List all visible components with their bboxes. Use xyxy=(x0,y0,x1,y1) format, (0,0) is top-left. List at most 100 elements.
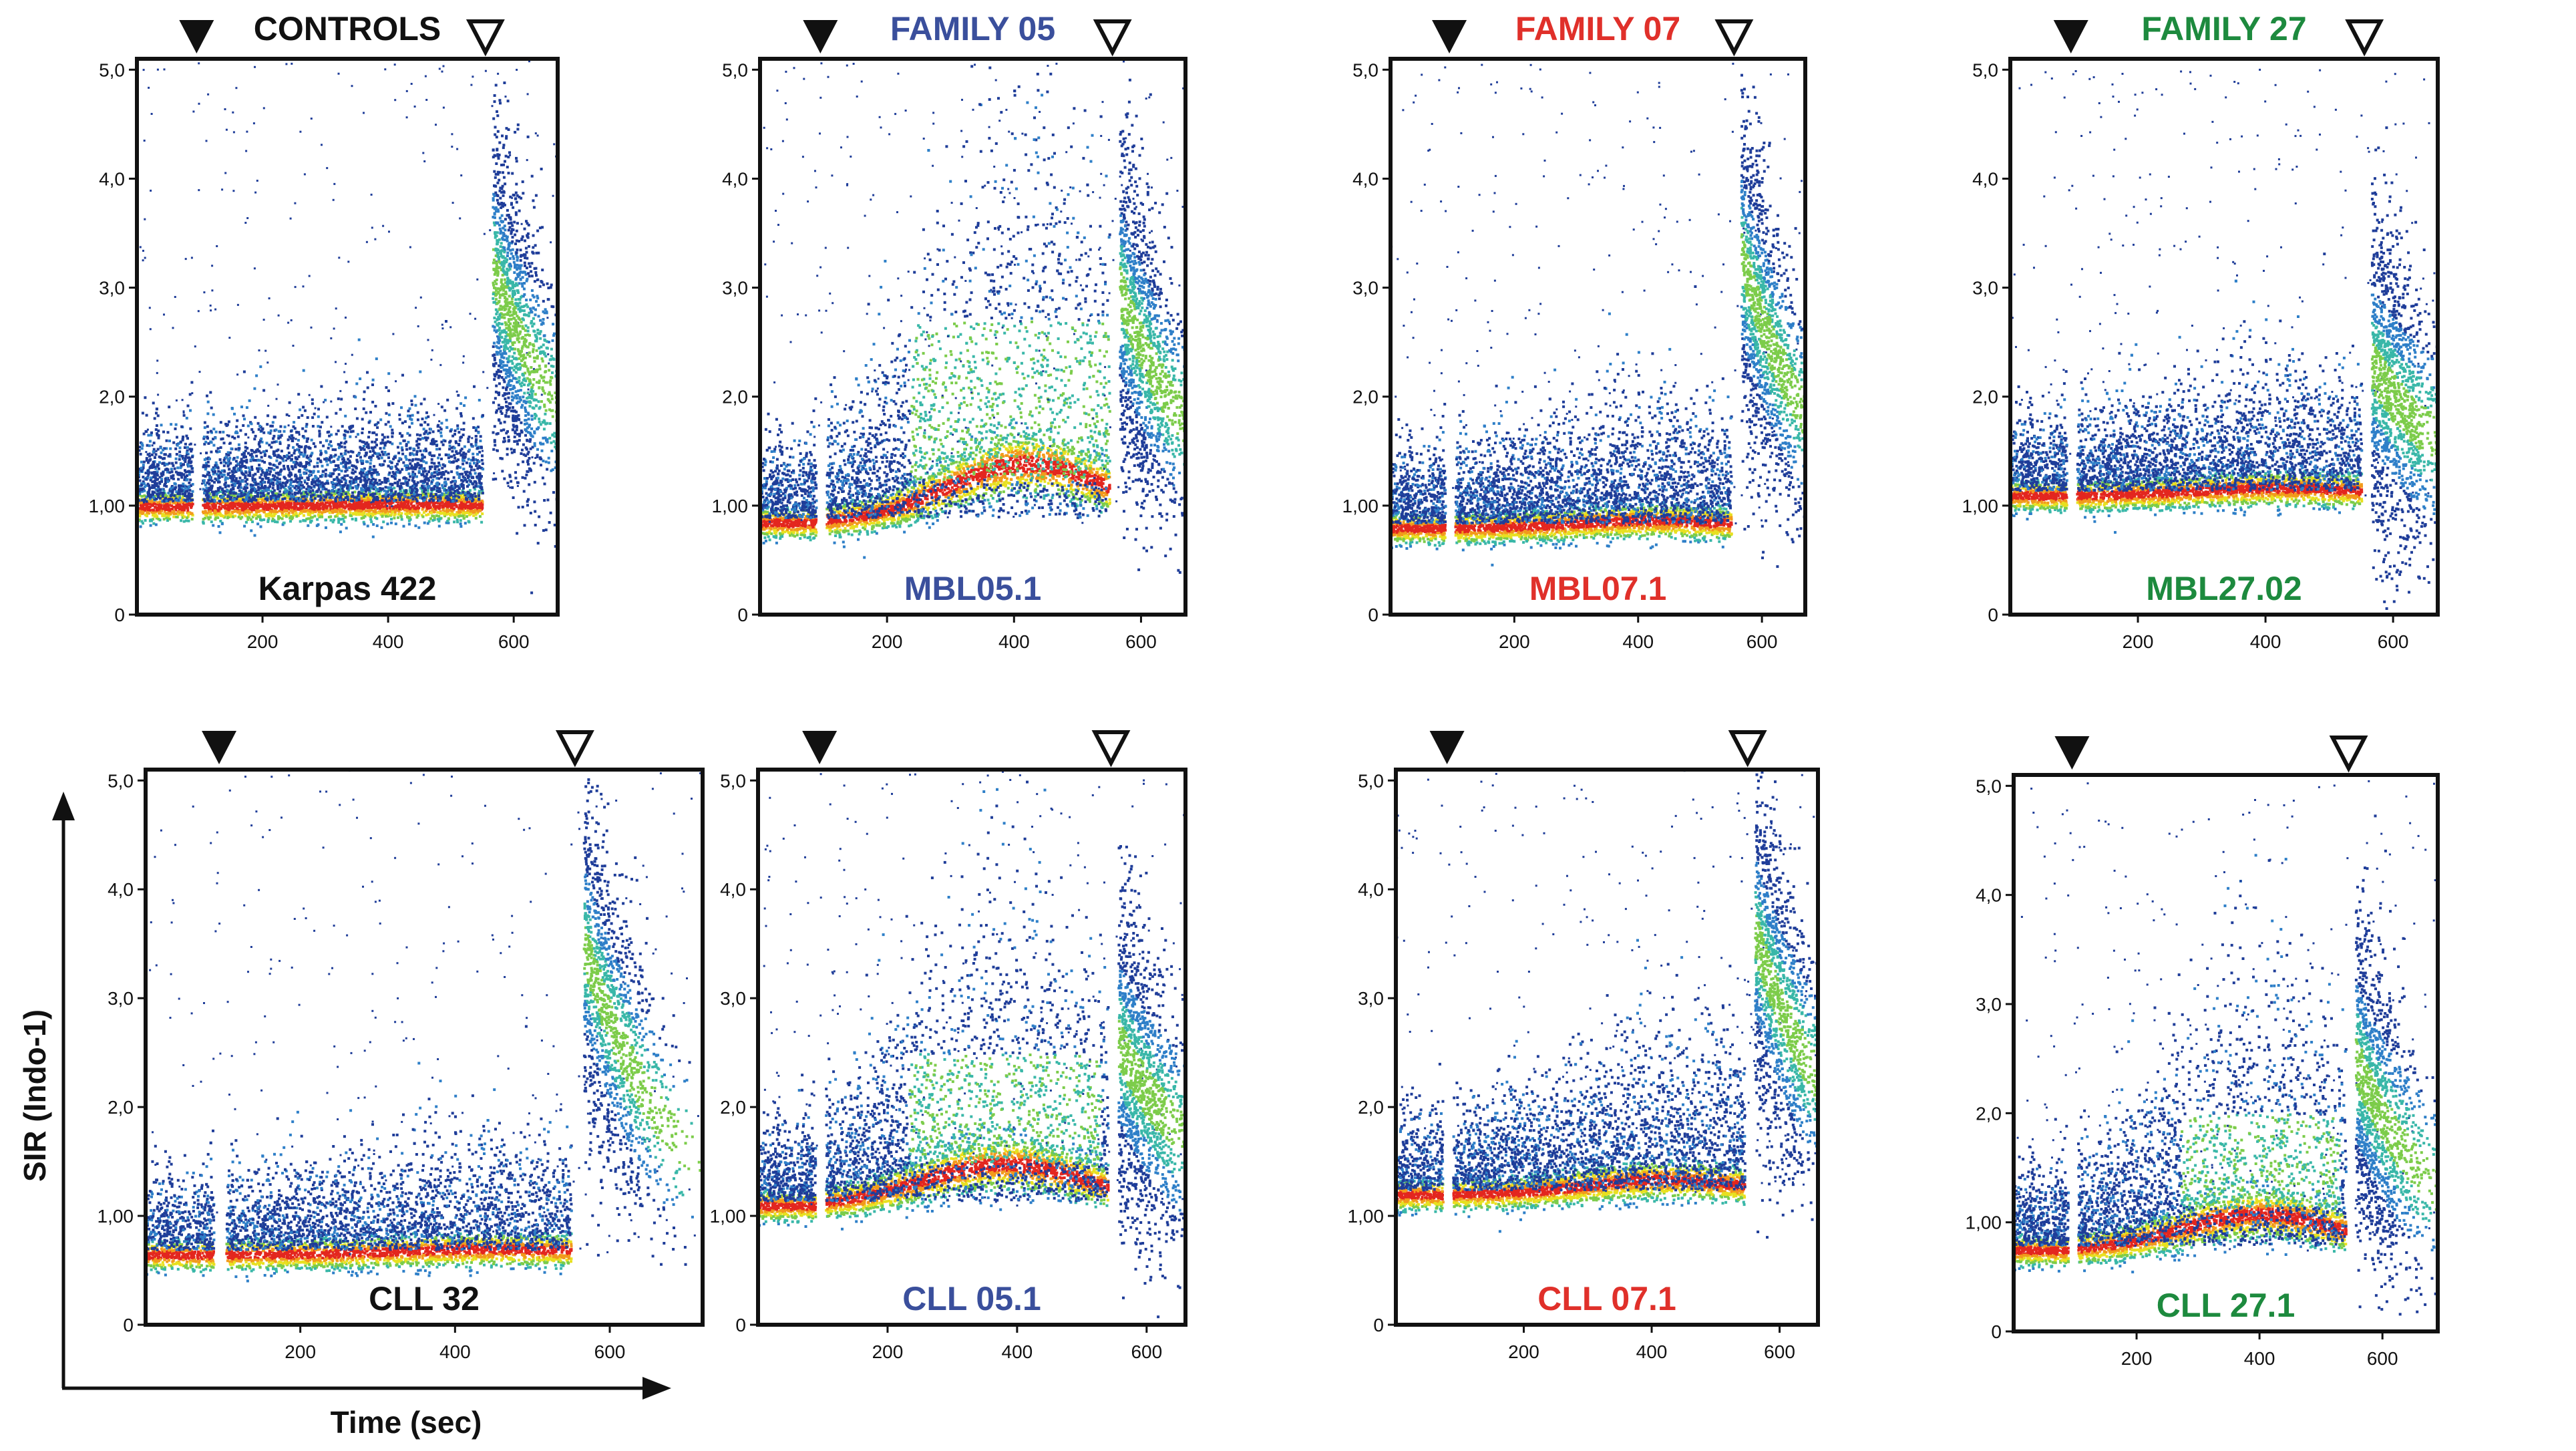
stimulus-2-marker xyxy=(2329,736,2368,773)
y-tick-label: 2,0 xyxy=(108,1097,134,1118)
panel-grid: 0 1,00 2,0 3,0 4,0 5,0 200 400 600 CONTROLS Karpas… xyxy=(89,10,2440,1369)
y-tick-label: 4,0 xyxy=(722,168,748,189)
y-tick-label: 0 xyxy=(1988,605,1998,625)
y-tick-label: 5,0 xyxy=(1976,776,2002,796)
x-tick-label: 600 xyxy=(594,1341,626,1362)
y-tick-label: 1,00 xyxy=(712,496,749,516)
y-tick-label: 5,0 xyxy=(722,59,748,80)
y-tick-label: 1,00 xyxy=(1966,1213,2002,1233)
plot-frame xyxy=(1394,768,1820,1327)
plot-frame xyxy=(2012,773,2440,1333)
panel-4: 0 1,00 2,0 3,0 4,0 5,0 200 400 600 FAMILY 27 MBL27… xyxy=(1962,10,2440,652)
y-tick-label: 4,0 xyxy=(720,879,746,900)
stimulus-1-marker xyxy=(1432,20,1467,53)
sample-label: Karpas 422 xyxy=(258,570,437,607)
y-tick-label: 0 xyxy=(123,1315,134,1335)
panel-title: FAMILY 27 xyxy=(2141,10,2306,47)
y-tick-label: 4,0 xyxy=(99,168,125,189)
y-tick-label: 4,0 xyxy=(1976,885,2002,906)
stimulus-2-marker xyxy=(466,19,505,57)
y-tick-label: 3,0 xyxy=(1358,988,1384,1009)
y-tick-label: 1,00 xyxy=(98,1206,134,1227)
y-tick-label: 1,00 xyxy=(1342,496,1379,516)
y-tick-label: 0 xyxy=(114,605,125,625)
y-tick-label: 2,0 xyxy=(99,387,125,408)
sample-label: CLL 32 xyxy=(369,1280,480,1317)
y-tick-label: 5,0 xyxy=(1972,59,1998,80)
y-tick-label: 3,0 xyxy=(108,988,134,1009)
y-tick-label: 2,0 xyxy=(1358,1097,1384,1118)
event-cloud xyxy=(1396,770,1818,1239)
y-tick-label: 5,0 xyxy=(99,59,125,80)
y-tick-label: 5,0 xyxy=(720,770,746,791)
panel-title: FAMILY 07 xyxy=(1515,10,1680,47)
y-tick-label: 2,0 xyxy=(1972,387,1998,408)
y-tick-label: 0 xyxy=(1368,605,1378,625)
plot-frame xyxy=(135,57,560,617)
y-tick-label: 4,0 xyxy=(1972,168,1998,189)
y-tick-label: 2,0 xyxy=(720,1097,746,1118)
y-tick-label: 2,0 xyxy=(1976,1103,2002,1124)
y-tick-label: 4,0 xyxy=(1358,879,1384,900)
event-cloud xyxy=(758,770,1185,1319)
x-tick-label: 200 xyxy=(1499,631,1530,652)
y-tick-label: 5,0 xyxy=(1352,59,1378,80)
x-tick-label: 600 xyxy=(1746,631,1778,652)
stimulus-2-marker xyxy=(1714,19,1754,57)
stimulus-2-marker xyxy=(1093,19,1132,57)
y-tick-label: 0 xyxy=(1991,1321,2002,1342)
sample-label: CLL 27.1 xyxy=(2157,1287,2295,1324)
x-tick-label: 400 xyxy=(1622,631,1654,652)
y-tick-label: 0 xyxy=(735,1315,746,1335)
panel-6: 0 1,00 2,0 3,0 4,0 5,0 200 400 600 CLL 05.1 xyxy=(710,730,1187,1362)
event-cloud xyxy=(146,770,703,1283)
x-tick-label: 200 xyxy=(285,1341,316,1362)
sample-label: MBL27.02 xyxy=(2146,570,2302,607)
x-tick-label: 200 xyxy=(247,631,279,652)
sample-label: MBL05.1 xyxy=(904,570,1042,607)
sample-label: MBL07.1 xyxy=(1529,570,1667,607)
y-tick-label: 5,0 xyxy=(108,770,134,791)
x-tick-label: 600 xyxy=(1125,631,1157,652)
panel-title: FAMILY 05 xyxy=(890,10,1055,47)
stimulus-2-marker xyxy=(1728,730,1767,768)
panel-8: 0 1,00 2,0 3,0 4,0 5,0 200 400 600 CLL 27.1 xyxy=(1966,736,2440,1369)
x-tick-label: 600 xyxy=(1131,1341,1162,1362)
y-tick-label: 1,00 xyxy=(89,496,126,516)
x-tick-label: 400 xyxy=(439,1341,471,1362)
x-tick-label: 200 xyxy=(872,1341,904,1362)
panel-title: CONTROLS xyxy=(254,10,441,47)
x-tick-label: 200 xyxy=(2123,631,2154,652)
event-cloud xyxy=(137,60,558,595)
stimulus-2-marker xyxy=(2345,19,2384,57)
x-tick-label: 600 xyxy=(498,631,530,652)
sample-label: CLL 07.1 xyxy=(1537,1280,1676,1317)
x-tick-label: 600 xyxy=(1764,1341,1795,1362)
x-tick-label: 400 xyxy=(2244,1348,2275,1369)
stimulus-1-marker xyxy=(802,731,838,764)
y-tick-label: 4,0 xyxy=(108,879,134,900)
event-cloud xyxy=(2010,63,2438,610)
panel-5: 0 1,00 2,0 3,0 4,0 5,0 200 400 600 CLL 32 xyxy=(98,730,705,1362)
x-tick-label: 200 xyxy=(872,631,903,652)
y-tick-label: 2,0 xyxy=(1352,387,1378,408)
y-tick-label: 3,0 xyxy=(1972,278,1998,299)
x-tick-label: 400 xyxy=(1002,1341,1033,1362)
x-tick-label: 200 xyxy=(2121,1348,2153,1369)
plot-frame xyxy=(756,768,1187,1327)
stimulus-1-marker xyxy=(202,731,237,764)
panel-1: 0 1,00 2,0 3,0 4,0 5,0 200 400 600 CONTROLS Karpas… xyxy=(89,10,560,652)
sample-label: CLL 05.1 xyxy=(902,1280,1041,1317)
y-tick-label: 3,0 xyxy=(1352,278,1378,299)
stimulus-2-marker xyxy=(555,730,594,768)
panel-3: 0 1,00 2,0 3,0 4,0 5,0 200 400 600 FAMILY 07 MBL07… xyxy=(1342,10,1807,652)
panel-7: 0 1,00 2,0 3,0 4,0 5,0 200 400 600 CLL 07.1 xyxy=(1348,730,1820,1362)
x-axis-title: Time (sec) xyxy=(331,1405,482,1440)
stimulus-1-marker xyxy=(2053,20,2088,53)
panel-2: 0 1,00 2,0 3,0 4,0 5,0 200 400 600 FAMILY 05 MBL05… xyxy=(712,10,1187,652)
x-tick-label: 600 xyxy=(2367,1348,2398,1369)
y-tick-label: 0 xyxy=(737,605,748,625)
y-arrowhead xyxy=(52,792,75,820)
y-tick-label: 2,0 xyxy=(722,387,748,408)
